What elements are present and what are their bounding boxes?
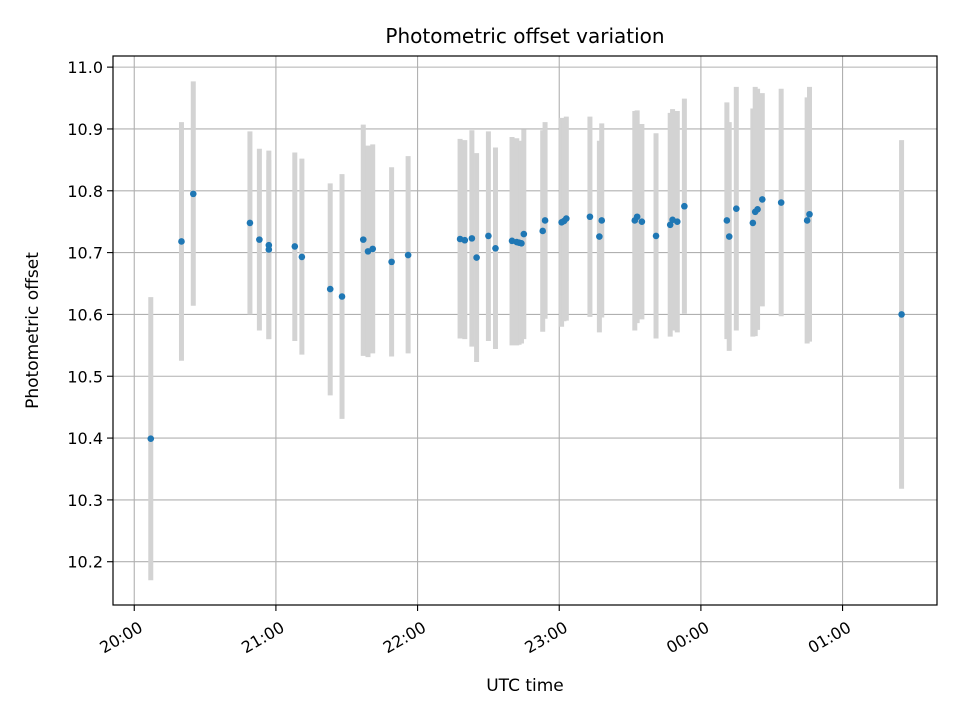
data-point xyxy=(485,232,492,240)
data-point xyxy=(803,217,811,224)
data-point xyxy=(178,238,185,245)
x-axis-title: UTC time xyxy=(486,676,564,696)
data-point xyxy=(256,236,263,243)
x-tick-label: 22:00 xyxy=(380,618,429,658)
data-point xyxy=(492,244,499,252)
x-tick-label: 00:00 xyxy=(663,618,712,658)
y-tick-label: 10.3 xyxy=(67,491,103,510)
data-point xyxy=(539,227,547,235)
data-point xyxy=(388,258,395,266)
data-point xyxy=(666,221,674,229)
data-point xyxy=(733,205,740,213)
data-point xyxy=(468,235,476,242)
data-point xyxy=(723,217,731,224)
data-point xyxy=(359,236,367,243)
y-tick-label: 10.5 xyxy=(67,367,103,386)
data-point xyxy=(673,218,681,225)
y-tick-label: 10.4 xyxy=(67,429,103,448)
data-point xyxy=(518,240,525,247)
x-tick-label: 23:00 xyxy=(521,618,570,658)
y-tick-label: 11.0 xyxy=(67,58,103,77)
data-point xyxy=(520,230,528,238)
data-point xyxy=(473,254,480,261)
data-point xyxy=(246,219,254,227)
y-tick-label: 10.6 xyxy=(67,305,103,324)
data-point xyxy=(326,285,334,293)
data-point xyxy=(298,253,306,261)
data-point xyxy=(681,202,688,210)
x-tick-label: 20:00 xyxy=(96,618,145,658)
error-bars xyxy=(148,81,905,581)
data-point xyxy=(461,236,469,244)
data-point xyxy=(369,245,377,253)
data-point xyxy=(596,233,603,240)
x-axis-ticks: 20:00 21:00 22:00 23:00 00:00 01:00 xyxy=(96,605,854,657)
y-tick-label: 10.2 xyxy=(67,553,103,572)
y-tick-label: 10.8 xyxy=(67,182,103,201)
data-point xyxy=(638,218,646,225)
y-tick-label: 10.7 xyxy=(67,244,103,263)
data-point xyxy=(777,199,785,206)
x-tick-label: 21:00 xyxy=(238,618,287,658)
chart-title: Photometric offset variation xyxy=(385,24,664,48)
y-axis-ticks: 10.2 10.3 10.4 10.5 10.6 10.7 10.8 10.9 11.0 xyxy=(67,58,113,572)
data-point xyxy=(806,210,813,218)
data-point xyxy=(563,215,570,222)
plot-area-frame xyxy=(112,55,938,606)
data-points xyxy=(147,190,905,442)
data-point xyxy=(758,196,766,203)
data-point xyxy=(404,251,412,259)
data-point xyxy=(338,293,346,300)
data-point xyxy=(633,213,641,221)
y-axis-title: Photometric offset xyxy=(23,252,43,409)
data-point xyxy=(598,217,606,224)
data-point xyxy=(541,217,549,224)
data-point xyxy=(147,435,155,442)
data-point xyxy=(754,206,761,213)
y-tick-label: 10.9 xyxy=(67,120,103,139)
x-tick-label: 01:00 xyxy=(805,618,854,658)
data-point xyxy=(749,219,757,227)
data-point xyxy=(725,233,733,240)
data-point xyxy=(652,232,660,240)
data-point xyxy=(898,311,905,318)
data-point xyxy=(291,243,299,250)
data-point xyxy=(265,246,273,253)
data-point xyxy=(586,213,594,221)
data-point xyxy=(189,190,197,198)
